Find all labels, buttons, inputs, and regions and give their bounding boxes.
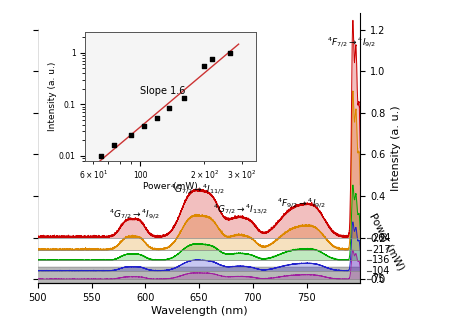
Text: $^4F_{9/2}\rightarrow$$^4I_{9/2}$: $^4F_{9/2}\rightarrow$$^4I_{9/2}$ — [277, 196, 326, 211]
Text: 75: 75 — [372, 274, 384, 284]
Text: Power (mW): Power (mW) — [367, 211, 406, 272]
Text: $^4G_{7/2}\rightarrow$$^4I_{11/2}$: $^4G_{7/2}\rightarrow$$^4I_{11/2}$ — [170, 183, 224, 197]
Point — [110, 143, 118, 148]
Line: 2 pts: 2 pts — [23, 255, 38, 271]
Point — [127, 133, 135, 138]
Point — [97, 153, 104, 158]
Text: $^4G_{7/2}\rightarrow$$^4I_{9/2}$: $^4G_{7/2}\rightarrow$$^4I_{9/2}$ — [109, 208, 160, 222]
Line: 2 pts: 2 pts — [23, 236, 38, 250]
Text: $^4G_{7/2}\rightarrow$$^4I_{13/2}$: $^4G_{7/2}\rightarrow$$^4I_{13/2}$ — [212, 203, 267, 217]
Line: 2 pts: 2 pts — [23, 263, 38, 279]
Y-axis label: Intensity (a. u.): Intensity (a. u.) — [391, 105, 401, 191]
Point — [208, 57, 216, 62]
Polygon shape — [23, 13, 38, 283]
Text: Slope 1.6: Slope 1.6 — [140, 86, 185, 96]
Point — [201, 63, 208, 69]
Text: $^4F_{7/2}\rightarrow$$^4I_{9/2}$: $^4F_{7/2}\rightarrow$$^4I_{9/2}$ — [327, 36, 376, 50]
Point — [140, 124, 148, 129]
Point — [226, 50, 234, 55]
Line: 2 pts: 2 pts — [23, 246, 38, 260]
Point — [180, 96, 188, 101]
Polygon shape — [23, 267, 360, 283]
Text: 264: 264 — [372, 232, 391, 242]
Point — [154, 115, 161, 120]
Text: 136: 136 — [372, 255, 391, 265]
Text: 217: 217 — [372, 245, 391, 255]
Point — [165, 105, 173, 110]
X-axis label: Power (mW): Power (mW) — [143, 182, 198, 191]
Line: 2 pts: 2 pts — [23, 224, 38, 238]
X-axis label: Wavelength (nm): Wavelength (nm) — [151, 306, 247, 316]
Y-axis label: Intensity (a. u.): Intensity (a. u.) — [48, 62, 57, 131]
Text: 104: 104 — [372, 266, 391, 276]
